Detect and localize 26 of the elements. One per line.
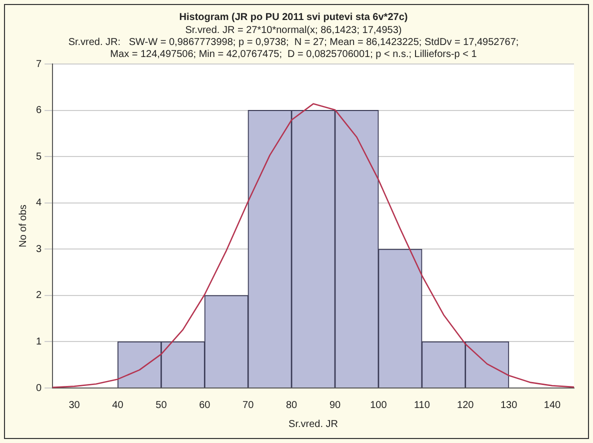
y-tick-label: 4 [36,198,42,209]
x-tick-label: 120 [457,400,474,411]
y-tick-label: 7 [36,58,42,70]
x-tick-label: 90 [329,400,342,411]
y-tick-label: 0 [36,382,42,394]
x-tick-label: 110 [414,400,430,411]
chart-title: Histogram (JR po PU 2011 svi putevi sta 6v*27c) [179,12,408,23]
x-axis-title: Sr.vred. JR [288,418,338,430]
x-tick-label: 100 [370,400,388,411]
y-tick-label: 6 [36,105,42,116]
y-axis-title: No of obs [18,204,29,248]
x-tick-label: 70 [242,400,254,411]
text: Sr.vred. JR: SW-W = 0,9867773998; p = 0,9738; N = 27; Mean = 86,1423225; StdDv = 17,4952767; [68,36,519,48]
chart-subtitle: Sr.vred. JR = 27*10*normal(x; 86,1423; 17,4953) [185,24,402,36]
x-tick-label: 50 [156,400,168,411]
x-tick-label: 140 [544,400,562,411]
y-tick-label: 3 [36,244,42,255]
x-tick-label: 40 [112,400,124,411]
y-tick-label: 5 [36,151,42,162]
x-tick-label: 130 [500,400,518,411]
y-tick-label: 1 [36,336,42,348]
x-tick-label: 80 [286,400,298,411]
x-tick-label: 30 [68,400,80,411]
x-tick-label: 60 [199,400,211,411]
text: Max = 124,497506; Min = 42,0767475; D = 0,0825706001; p < n.s.; Lilliefors-p < 1 [110,48,478,60]
y-tick-label: 2 [36,290,42,302]
